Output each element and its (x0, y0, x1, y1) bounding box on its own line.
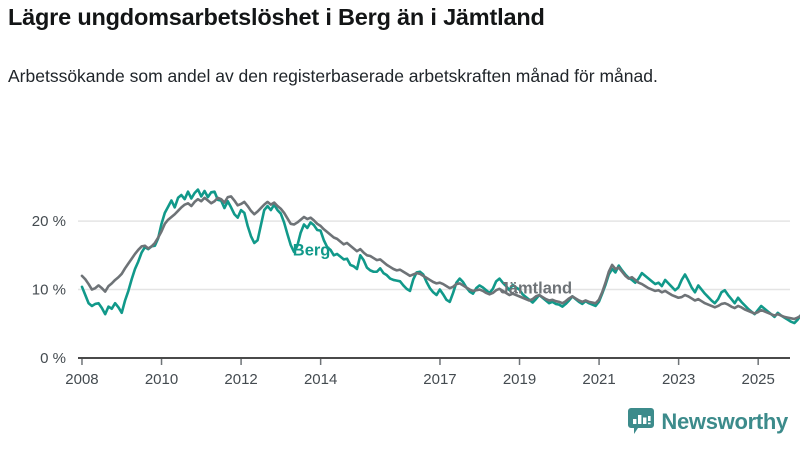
x-axis-tick-label: 2008 (65, 371, 98, 388)
chart-footer: Newsworthy (0, 402, 800, 450)
x-axis-tick-label: 2025 (741, 371, 774, 388)
x-axis-tick-label: 2017 (423, 371, 456, 388)
chart-canvas: 0 % 10 % 20 % 2008 2010 2012 2014 2017 2019 2021… (32, 188, 800, 388)
line-chart: 0 % 10 % 20 % 2008 2010 2012 2014 2017 2019 2021… (0, 150, 800, 400)
page-title: Lägre ungdomsarbetslöshet i Berg än i Jä… (8, 4, 545, 30)
x-axis-tick-label: 2023 (662, 371, 695, 388)
series-line-berg (80, 188, 800, 325)
x-axis-tick-label: 2021 (582, 371, 615, 388)
gridlines (78, 220, 790, 291)
series-inline-labels: Berg Jämtland (293, 241, 572, 297)
bar-chart-bubble-icon (628, 408, 655, 434)
x-tick-marks (81, 358, 759, 365)
x-axis-tick-label: 2012 (224, 371, 257, 388)
y-axis-tick-label: 20 % (32, 213, 66, 230)
y-axis-tick-label: 10 % (32, 282, 66, 299)
x-axis-tick-label: 2019 (503, 371, 536, 388)
x-axis-tick-label: 2014 (304, 371, 337, 388)
y-axis-labels: 0 % 10 % 20 % (32, 213, 66, 367)
y-axis-tick-label: 0 % (40, 350, 66, 367)
brand-name: Newsworthy (661, 409, 788, 434)
series-line-jämtland (80, 195, 800, 321)
newsworthy-logo[interactable]: Newsworthy (628, 408, 788, 436)
x-axis-labels: 2008 2010 2012 2014 2017 2019 2021 2023 2025 (65, 371, 775, 388)
series-lines (80, 188, 800, 325)
series-label-berg: Berg (293, 241, 331, 259)
series-label-jämtland: Jämtland (500, 280, 572, 298)
x-axis-tick-label: 2010 (145, 371, 178, 388)
page-subtitle: Arbetssökande som andel av den registerb… (8, 66, 658, 86)
